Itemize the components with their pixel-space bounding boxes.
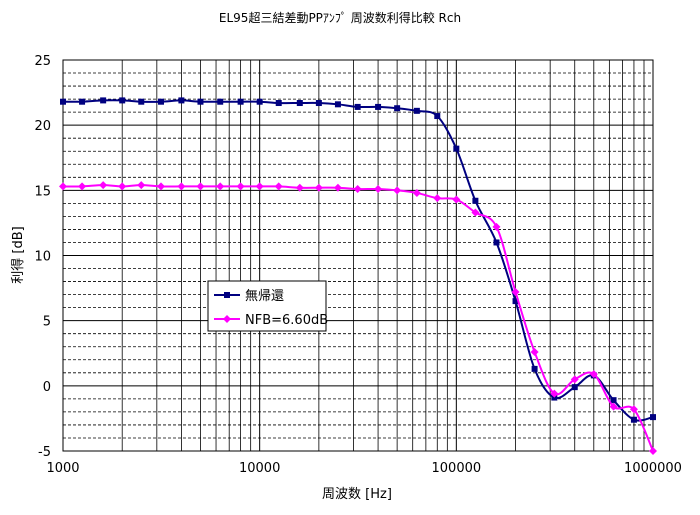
y-tick-label: -5: [38, 445, 51, 460]
data-point: [255, 182, 264, 191]
data-point: [374, 185, 383, 194]
data-point: [571, 384, 578, 391]
legend-marker: [223, 315, 231, 323]
data-point: [158, 98, 165, 105]
data-point: [217, 98, 224, 105]
data-point: [334, 101, 341, 108]
y-axis-label: 利得 [dB]: [10, 226, 26, 283]
data-point: [60, 98, 66, 105]
grid: [63, 60, 653, 451]
data-point: [137, 181, 146, 190]
data-point: [471, 208, 480, 217]
data-point: [354, 103, 361, 110]
chart-title: EL95超三結差動PPｱﾝﾌﾟ 周波数利得比較 Rch: [219, 10, 461, 25]
data-point: [434, 113, 441, 120]
data-point: [492, 222, 501, 231]
data-point: [512, 298, 519, 305]
legend-marker-series-1: [224, 292, 230, 298]
data-point: [609, 402, 618, 411]
series-1: [60, 97, 656, 423]
data-point: [353, 185, 362, 194]
series-line-2: [62, 184, 654, 452]
data-point: [296, 100, 303, 107]
data-point: [138, 98, 145, 105]
data-point: [178, 97, 185, 104]
data-point: [295, 183, 304, 192]
data-point: [452, 195, 461, 204]
tick-labels: -5 0 5 10 15 20 25 1000 10000 100000 1000000: [34, 54, 682, 476]
data-point: [237, 98, 244, 105]
data-point: [216, 182, 225, 191]
data-point: [531, 365, 538, 372]
legend-marker: [224, 292, 230, 298]
y-tick-label: 20: [34, 119, 51, 134]
data-point: [157, 182, 166, 191]
y-tick-label: 25: [34, 54, 51, 69]
plot-area: [62, 59, 654, 452]
data-point: [196, 182, 205, 191]
x-tick-label: 1000000: [624, 461, 682, 476]
data-point: [570, 375, 579, 384]
y-tick-label: 10: [34, 250, 51, 265]
data-point: [333, 183, 342, 192]
series-2: [59, 181, 657, 455]
data-point: [610, 397, 617, 404]
x-tick-label: 1000: [46, 461, 79, 476]
data-point: [197, 98, 204, 105]
data-point: [550, 389, 559, 398]
data-point: [493, 239, 500, 246]
series-layer: [59, 97, 657, 455]
data-point: [59, 182, 67, 191]
data-point: [99, 181, 108, 190]
data-point: [119, 97, 126, 104]
data-point: [177, 182, 186, 191]
data-point: [79, 98, 86, 105]
data-point: [413, 107, 420, 114]
data-point: [394, 105, 401, 112]
data-point: [118, 182, 127, 191]
legend-label-series-2: NFB=6.60dB: [245, 313, 328, 328]
y-tick-label: 0: [43, 380, 51, 395]
y-tick-label: 15: [34, 184, 51, 199]
data-point: [412, 188, 421, 197]
legend: 無帰還 NFB=6.60dB: [207, 280, 328, 332]
x-tick-label: 10000: [239, 461, 280, 476]
data-point: [314, 183, 323, 192]
data-point: [274, 182, 283, 191]
data-point: [630, 416, 637, 423]
data-point: [78, 182, 87, 191]
data-point: [530, 347, 539, 356]
data-point: [649, 447, 657, 455]
legend-label-series-1: 無帰還: [245, 288, 284, 304]
data-point: [393, 186, 402, 195]
data-point: [375, 103, 382, 110]
legend-box: [207, 280, 327, 332]
x-tick-label: 100000: [432, 461, 482, 476]
data-point: [236, 182, 245, 191]
data-point: [650, 414, 656, 421]
data-point: [453, 145, 460, 152]
data-point: [256, 98, 263, 105]
data-point: [472, 197, 479, 204]
data-point: [315, 100, 322, 107]
data-point: [275, 100, 282, 107]
data-point: [433, 194, 442, 203]
y-tick-label: 5: [43, 315, 51, 330]
data-point: [100, 97, 107, 104]
data-point: [511, 287, 520, 296]
legend-marker-series-2: [223, 315, 231, 323]
x-axis-label: 周波数 [Hz]: [322, 487, 392, 502]
data-point: [629, 405, 638, 414]
data-point: [589, 370, 598, 379]
